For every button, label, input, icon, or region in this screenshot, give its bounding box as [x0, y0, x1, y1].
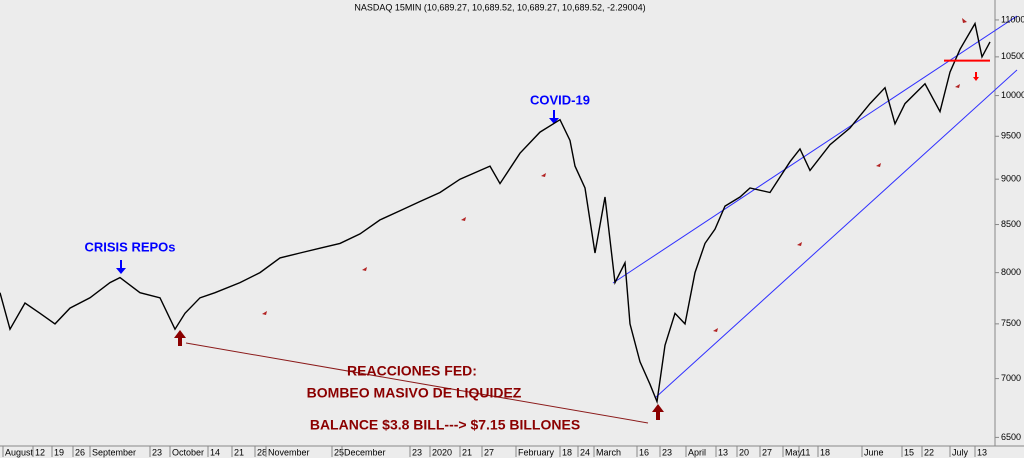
x-tick-label: 24 — [580, 447, 590, 457]
x-tick-label: August — [5, 447, 34, 457]
x-tick-label: October — [172, 447, 204, 457]
annotation: REACCIONES FED: — [347, 363, 477, 379]
y-tick-label: 9000 — [1001, 174, 1021, 184]
down-arrow — [116, 260, 126, 274]
annotation: BALANCE $3.8 BILL---> $7.15 BILLONES — [310, 417, 580, 433]
x-tick-label: 23 — [662, 447, 672, 457]
x-tick-label: 13 — [718, 447, 728, 457]
x-tick-label: May — [785, 447, 803, 457]
y-tick-label: 9500 — [1001, 131, 1021, 141]
x-tick-label: 27 — [762, 447, 772, 457]
x-tick-label: 15 — [904, 447, 914, 457]
y-tick-label: 7000 — [1001, 373, 1021, 383]
x-tick-label: 22 — [924, 447, 934, 457]
x-tick-label: 11 — [801, 447, 810, 457]
annotation: BOMBEO MASIVO DE LIQUIDEZ — [307, 385, 522, 401]
y-tick-label: 6500 — [1001, 432, 1021, 442]
x-tick-label: 18 — [562, 447, 572, 457]
x-tick-label: 23 — [152, 447, 162, 457]
x-tick-label: July — [952, 447, 969, 457]
x-tick-label: March — [596, 447, 621, 457]
x-tick-label: 2020 — [432, 447, 452, 457]
x-tick-label: 21 — [234, 447, 244, 457]
x-tick-label: 12 — [35, 447, 45, 457]
price-line — [0, 21, 991, 405]
annotation: COVID-19 — [530, 92, 590, 107]
y-tick-label: 7500 — [1001, 318, 1021, 328]
x-tick-label: December — [344, 447, 386, 457]
x-tick-label: 21 — [462, 447, 472, 457]
annotation: CRISIS REPOs — [84, 239, 175, 254]
x-tick-label: 14 — [210, 447, 220, 457]
up-arrow — [174, 330, 186, 346]
x-tick-label: November — [268, 447, 310, 457]
x-tick-label: 28 — [257, 447, 267, 457]
up-arrow — [652, 404, 664, 420]
y-tick-label: 10000 — [1001, 90, 1024, 100]
y-tick-label: 11000 — [1001, 14, 1024, 24]
x-tick-label: 20 — [739, 447, 749, 457]
x-tick-label: 18 — [820, 447, 830, 457]
small-arrows — [262, 18, 979, 332]
x-tick-label: 16 — [639, 447, 649, 457]
x-tick-label: 19 — [54, 447, 64, 457]
x-tick-label: June — [864, 447, 884, 457]
x-tick-label: 25 — [334, 447, 344, 457]
down-arrow — [549, 110, 559, 124]
x-tick-label: 27 — [484, 447, 494, 457]
x-tick-label: 26 — [75, 447, 85, 457]
x-tick-label: February — [518, 447, 555, 457]
x-tick-label: April — [688, 447, 706, 457]
y-tick-label: 8500 — [1001, 219, 1021, 229]
y-tick-label: 10500 — [1001, 51, 1024, 61]
x-tick-label: 23 — [412, 447, 422, 457]
x-tick-label: September — [92, 447, 136, 457]
trend-line — [654, 69, 1018, 399]
chart-title: NASDAQ 15MIN (10,689.27, 10,689.52, 10,6… — [354, 2, 645, 12]
connector-line — [185, 342, 649, 424]
y-tick-label: 8000 — [1001, 267, 1021, 277]
x-tick-label: 13 — [977, 447, 987, 457]
